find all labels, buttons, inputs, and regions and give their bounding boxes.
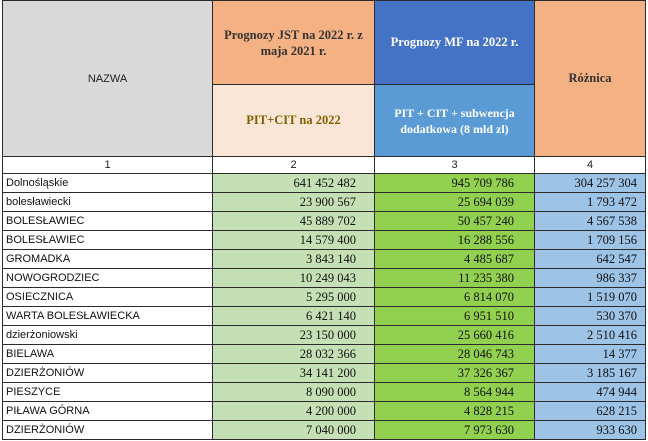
table-row: bolesławiecki 23 900 567 25 694 039 1 793 4… (2, 192, 646, 212)
difference-value-cell: 628 215 (534, 401, 646, 421)
header-jst-forecast: Prognozy JST na 2022 r. z maja 2021 r. (212, 0, 375, 85)
difference-value-cell: 1 709 156 (534, 230, 646, 250)
unit-name-cell: OSIECZNICA (2, 287, 213, 307)
jst-value-cell: 23 150 000 (212, 325, 375, 345)
unit-name-cell: bolesławiecki (2, 192, 213, 212)
difference-value-cell: 1 519 070 (534, 287, 646, 307)
header-mf-forecast: Prognozy MF na 2022 r. (374, 0, 535, 85)
jst-value-cell: 6 421 140 (212, 306, 375, 326)
difference-value-cell: 1 793 472 (534, 192, 646, 212)
mf-value-cell: 37 326 367 (374, 363, 535, 383)
jst-value-cell: 8 090 000 (212, 382, 375, 402)
jst-value-cell: 28 032 366 (212, 344, 375, 364)
mf-value-cell: 50 457 240 (374, 211, 535, 231)
unit-name-cell: DZIERŻONIÓW (2, 363, 213, 383)
column-number: 3 (374, 156, 535, 174)
mf-value-cell: 945 709 786 (374, 173, 535, 193)
column-number: 2 (212, 156, 375, 174)
difference-value-cell: 530 370 (534, 306, 646, 326)
mf-value-cell: 6 951 510 (374, 306, 535, 326)
unit-name-cell: BOLESŁAWIEC (2, 211, 213, 231)
mf-value-cell: 4 485 687 (374, 249, 535, 269)
unit-name-cell: GROMADKA (2, 249, 213, 269)
column-number-row: 1 2 3 4 (2, 156, 646, 174)
unit-name-cell: BIELAWA (2, 344, 213, 364)
table-row: DZIERŻONIÓW 34 141 200 37 326 367 3 185 167 (2, 363, 646, 383)
table-body: Dolnośląskie 641 452 482 945 709 786 304 25… (2, 173, 646, 440)
mf-value-cell: 7 973 630 (374, 420, 535, 440)
table-row: dzierżoniowski 23 150 000 25 660 416 2 510 … (2, 325, 646, 345)
unit-name-cell: Dolnośląskie (2, 173, 213, 193)
mf-value-cell: 16 288 556 (374, 230, 535, 250)
unit-name-cell: PIESZYCE (2, 382, 213, 402)
table-row: PIŁAWA GÓRNA 4 200 000 4 828 215 628 215 (2, 401, 646, 421)
table-row: PIESZYCE 8 090 000 8 564 944 474 944 (2, 382, 646, 402)
mf-value-cell: 6 814 070 (374, 287, 535, 307)
table-row: OSIECZNICA 5 295 000 6 814 070 1 519 070 (2, 287, 646, 307)
difference-value-cell: 304 257 304 (534, 173, 646, 193)
table-row: DZIERŻONIÓW 7 040 000 7 973 630 933 630 (2, 420, 646, 440)
unit-name-cell: dzierżoniowski (2, 325, 213, 345)
jst-value-cell: 641 452 482 (212, 173, 375, 193)
mf-value-cell: 25 660 416 (374, 325, 535, 345)
jst-value-cell: 34 141 200 (212, 363, 375, 383)
difference-value-cell: 986 337 (534, 268, 646, 288)
jst-value-cell: 3 843 140 (212, 249, 375, 269)
unit-name-cell: WARTA BOLESŁAWIECKA (2, 306, 213, 326)
table-row: GROMADKA 3 843 140 4 485 687 642 547 (2, 249, 646, 269)
mf-value-cell: 28 046 743 (374, 344, 535, 364)
unit-name-cell: BOLESŁAWIEC (2, 230, 213, 250)
table-row: NOWOGRODZIEC 10 249 043 11 235 380 986 337 (2, 268, 646, 288)
table-row: Dolnośląskie 641 452 482 945 709 786 304 25… (2, 173, 646, 193)
jst-value-cell: 5 295 000 (212, 287, 375, 307)
header-name: NAZWA (2, 0, 213, 157)
difference-value-cell: 3 185 167 (534, 363, 646, 383)
jst-value-cell: 14 579 400 (212, 230, 375, 250)
table-row: BOLESŁAWIEC 14 579 400 16 288 556 1 709 156 (2, 230, 646, 250)
difference-value-cell: 474 944 (534, 382, 646, 402)
jst-value-cell: 45 889 702 (212, 211, 375, 231)
header-mf-subtitle: PIT + CIT + subwencja dodatkowa (8 mld z… (374, 84, 535, 157)
header-difference: Różnica (534, 0, 646, 157)
jst-value-cell: 4 200 000 (212, 401, 375, 421)
column-number: 1 (2, 156, 213, 174)
jst-value-cell: 23 900 567 (212, 192, 375, 212)
mf-value-cell: 4 828 215 (374, 401, 535, 421)
unit-name-cell: DZIERŻONIÓW (2, 420, 213, 440)
mf-value-cell: 11 235 380 (374, 268, 535, 288)
mf-value-cell: 8 564 944 (374, 382, 535, 402)
difference-value-cell: 2 510 416 (534, 325, 646, 345)
jst-value-cell: 7 040 000 (212, 420, 375, 440)
unit-name-cell: NOWOGRODZIEC (2, 268, 213, 288)
column-number: 4 (534, 156, 646, 174)
table-row: WARTA BOLESŁAWIECKA 6 421 140 6 951 510 530… (2, 306, 646, 326)
unit-name-cell: PIŁAWA GÓRNA (2, 401, 213, 421)
mf-value-cell: 25 694 039 (374, 192, 535, 212)
jst-value-cell: 10 249 043 (212, 268, 375, 288)
table-row: BIELAWA 28 032 366 28 046 743 14 377 (2, 344, 646, 364)
difference-value-cell: 4 567 538 (534, 211, 646, 231)
table-row: BOLESŁAWIEC 45 889 702 50 457 240 4 567 538 (2, 211, 646, 231)
difference-value-cell: 14 377 (534, 344, 646, 364)
difference-value-cell: 642 547 (534, 249, 646, 269)
header-jst-subtitle: PIT+CIT na 2022 (212, 84, 375, 157)
difference-value-cell: 933 630 (534, 420, 646, 440)
